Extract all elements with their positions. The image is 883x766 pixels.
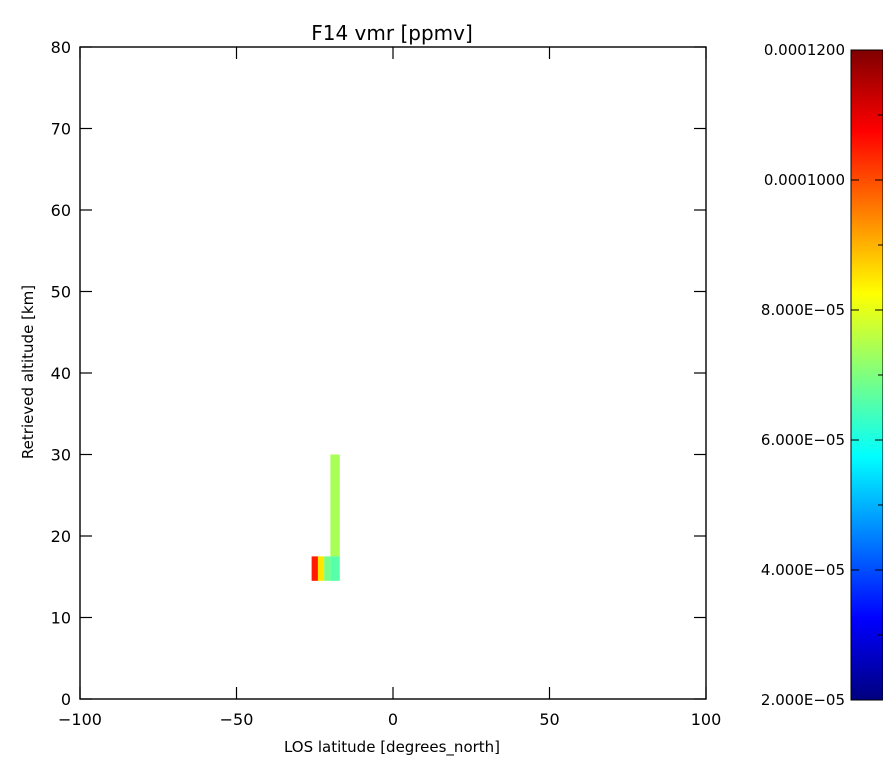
y-tick-label: 20 xyxy=(51,527,71,546)
heatmap-cells xyxy=(311,454,340,581)
y-tick-label: 70 xyxy=(51,120,71,139)
heatmap-cell xyxy=(311,556,318,581)
colorbar-tick-label: 0.0001200 xyxy=(764,41,845,59)
x-tick-label: −50 xyxy=(220,710,254,729)
colorbar-tick-label: 2.000E−05 xyxy=(761,691,845,709)
y-tick-label: 50 xyxy=(51,283,71,302)
heatmap-cell xyxy=(317,556,325,581)
x-tick-label: 100 xyxy=(691,710,722,729)
colorbar-tick-label: 6.000E−05 xyxy=(761,431,845,449)
colorbar-tick-label: 0.0001000 xyxy=(764,171,845,189)
x-tick-label: 50 xyxy=(539,710,559,729)
y-tick-label: 0 xyxy=(61,690,71,709)
heatmap-cell xyxy=(324,556,331,581)
colorbar xyxy=(850,49,883,701)
plot-frame xyxy=(79,46,707,700)
x-tick-label: −100 xyxy=(58,710,102,729)
x-axis-label: LOS latitude [degrees_north] xyxy=(284,738,500,757)
chart-title: F14 vmr [ppmv] xyxy=(311,21,473,45)
heatmap-cell xyxy=(330,556,340,581)
y-axis-ticks: 0 10 20 30 40 50 60 70 80 xyxy=(51,38,706,709)
colorbar-ticks: 2.000E−05 4.000E−05 6.000E−05 8.000E−05 0.00… xyxy=(761,41,883,709)
x-axis-ticks: −100 −50 0 50 100 xyxy=(58,47,721,729)
x-tick-label: 0 xyxy=(388,710,398,729)
colorbar-tick-label: 4.000E−05 xyxy=(761,561,845,579)
y-tick-label: 10 xyxy=(51,609,71,628)
y-axis-label: Retrieved altitude [km] xyxy=(19,285,37,459)
y-tick-label: 40 xyxy=(51,364,71,383)
y-tick-label: 60 xyxy=(51,201,71,220)
colorbar-tick-label: 8.000E−05 xyxy=(761,301,845,319)
heatmap-cell xyxy=(330,454,340,557)
y-tick-label: 30 xyxy=(51,446,71,465)
y-tick-label: 80 xyxy=(51,38,71,57)
